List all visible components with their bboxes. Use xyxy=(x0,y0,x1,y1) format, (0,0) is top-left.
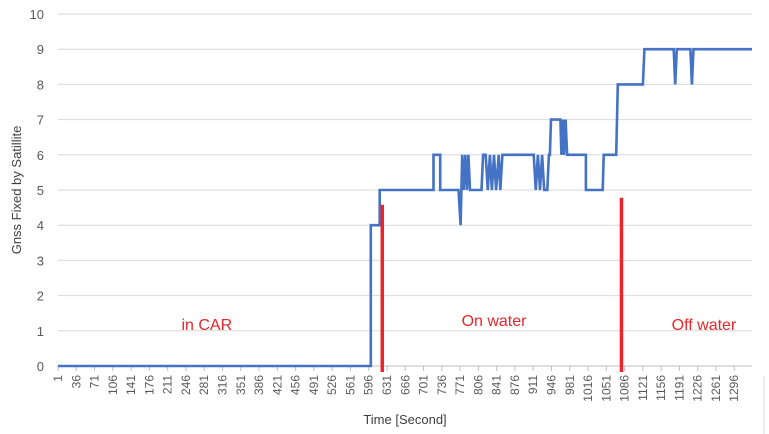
x-tick-label: 106 xyxy=(106,375,120,395)
x-tick-label: 176 xyxy=(142,375,156,395)
y-tick-label: 0 xyxy=(37,359,44,374)
x-tick-label: 71 xyxy=(88,375,102,389)
x-tick-label: 561 xyxy=(343,375,357,395)
annotation-label: On water xyxy=(462,313,528,330)
x-tick-label: 281 xyxy=(197,375,211,395)
x-tick-label: 211 xyxy=(161,375,175,394)
x-tick-label: 421 xyxy=(270,375,284,395)
y-tick-label: 5 xyxy=(37,183,44,198)
x-tick-label: 981 xyxy=(563,375,577,395)
x-tick-label: 386 xyxy=(252,375,266,395)
x-tick-label: 1156 xyxy=(654,375,668,401)
x-tick-label: 246 xyxy=(179,375,193,395)
x-tick-label: 1121 xyxy=(636,375,650,401)
x-tick-label: 526 xyxy=(325,375,339,395)
x-tick-label: 1191 xyxy=(672,375,686,401)
y-tick-label: 8 xyxy=(37,77,44,92)
annotations: in CAR On water Off water xyxy=(181,313,736,334)
marker-lines xyxy=(380,197,624,372)
x-tick-label: 456 xyxy=(289,375,303,395)
x-tick-label: 1 xyxy=(51,375,65,382)
x-tick-label: 1016 xyxy=(581,375,595,402)
x-tick-label: 36 xyxy=(69,375,83,389)
x-tick-label: 316 xyxy=(215,375,229,395)
annotation-label: Off water xyxy=(672,317,737,334)
x-tick-label: 631 xyxy=(380,375,394,395)
y-tick-label: 7 xyxy=(37,113,44,128)
y-tick-label: 10 xyxy=(30,7,44,22)
x-tick-label: 666 xyxy=(398,375,412,395)
x-tick-label: 911 xyxy=(526,375,540,394)
x-tick-label: 596 xyxy=(362,375,376,395)
x-tick-label: 1086 xyxy=(618,375,632,402)
x-tick-label: 771 xyxy=(453,375,467,395)
y-tick-label: 2 xyxy=(37,289,44,304)
x-tick-label: 491 xyxy=(307,375,321,395)
x-tick-label: 1226 xyxy=(691,375,705,402)
x-tick-label: 1261 xyxy=(709,375,723,402)
x-tick-label: 141 xyxy=(124,375,138,395)
y-tick-label: 9 xyxy=(37,42,44,57)
x-tick-label: 1296 xyxy=(727,375,741,402)
x-axis-ticks: 1 36 71 106 141 176 211 246 281 316 351 386 421 456 49… xyxy=(51,366,741,402)
y-tick-label: 3 xyxy=(37,253,44,268)
x-tick-label: 351 xyxy=(234,375,248,395)
series-group xyxy=(58,47,752,368)
x-tick-label: 806 xyxy=(471,375,485,395)
x-tick-label: 876 xyxy=(508,375,522,395)
x-tick-label: 946 xyxy=(544,375,558,395)
x-tick-label: 736 xyxy=(435,375,449,395)
y-tick-label: 1 xyxy=(37,324,44,339)
x-axis-title: Time [Second] xyxy=(363,412,446,427)
y-tick-label: 4 xyxy=(37,218,44,233)
y-axis-title: Gnss Fixed by Satillite xyxy=(9,126,24,255)
series-line xyxy=(58,47,752,368)
annotation-label: in CAR xyxy=(181,317,232,334)
x-tick-label: 841 xyxy=(490,375,504,395)
y-axis-ticks: 0 1 2 3 4 5 6 7 8 9 10 xyxy=(30,7,44,374)
y-tick-label: 6 xyxy=(37,148,44,163)
x-tick-label: 1051 xyxy=(599,375,613,402)
x-tick-label: 701 xyxy=(417,375,431,395)
